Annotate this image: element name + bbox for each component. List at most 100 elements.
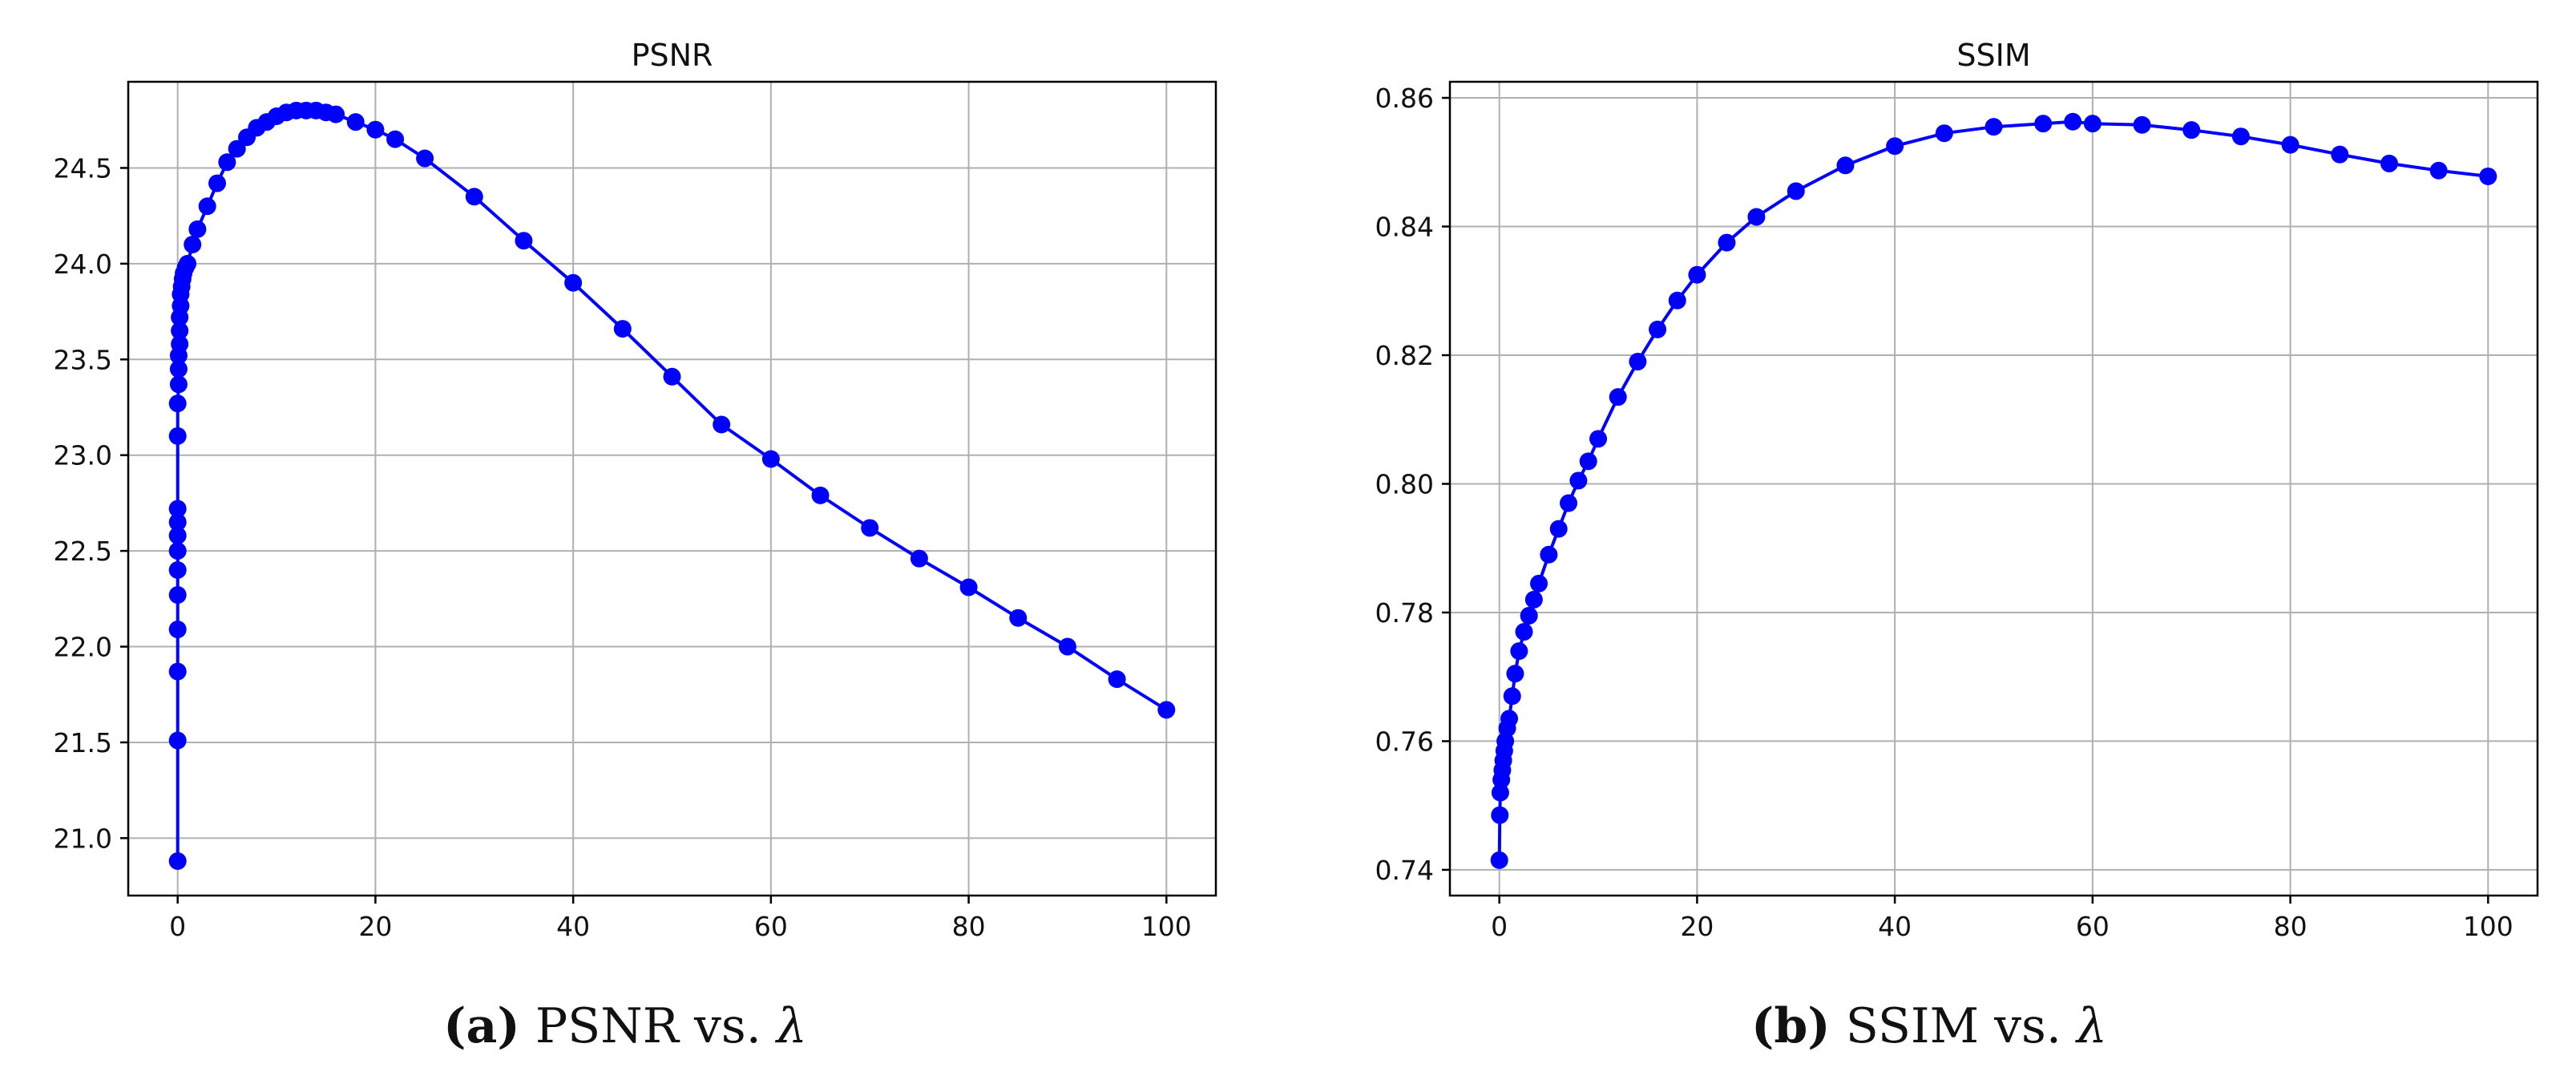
caption-text-a: PSNR vs. bbox=[535, 998, 761, 1054]
data-point bbox=[959, 578, 978, 597]
chart-title: PSNR bbox=[632, 38, 713, 73]
data-point bbox=[1569, 471, 1588, 490]
data-point bbox=[346, 113, 365, 131]
data-point bbox=[1579, 452, 1597, 471]
data-point bbox=[1984, 118, 2003, 136]
data-point bbox=[1491, 806, 1509, 824]
data-point bbox=[1688, 265, 1706, 284]
x-tick-label: 100 bbox=[1141, 911, 1192, 942]
data-point bbox=[168, 662, 187, 681]
plot-frame bbox=[1448, 80, 2539, 897]
data-point bbox=[1515, 623, 1533, 641]
data-point bbox=[366, 120, 385, 139]
data-point bbox=[168, 586, 187, 605]
data-point bbox=[208, 174, 227, 192]
x-tick-label: 40 bbox=[1878, 911, 1912, 942]
x-tick-label: 80 bbox=[952, 911, 986, 942]
data-point bbox=[168, 731, 187, 750]
data-point bbox=[169, 360, 188, 378]
caption-symbol-b: λ bbox=[2076, 998, 2108, 1054]
data-point bbox=[168, 621, 187, 639]
data-point bbox=[1530, 574, 1548, 593]
data-point bbox=[761, 450, 780, 468]
data-point bbox=[168, 427, 187, 445]
chart-title: SSIM bbox=[1956, 38, 2030, 73]
psnr-chart: PSNR 0 20 40 60 80 100 21.0 21.5 22.0 22.5 23.0 23.5… bbox=[54, 38, 1217, 942]
x-tick-label: 20 bbox=[358, 911, 392, 942]
data-point bbox=[228, 140, 246, 158]
data-point bbox=[1589, 430, 1608, 448]
data-point bbox=[168, 527, 187, 545]
data-point bbox=[2064, 112, 2082, 131]
series-markers bbox=[1490, 112, 2497, 869]
data-point bbox=[515, 232, 533, 250]
series-line bbox=[176, 108, 1168, 861]
data-point bbox=[1491, 783, 1509, 802]
y-tick-label: 22.0 bbox=[54, 632, 112, 663]
data-point bbox=[2133, 115, 2151, 134]
data-point bbox=[1500, 710, 1519, 728]
x-tick-label: 80 bbox=[2274, 911, 2307, 942]
data-point bbox=[465, 188, 483, 206]
data-point bbox=[1718, 233, 1736, 252]
data-point bbox=[168, 513, 187, 532]
data-point bbox=[327, 105, 345, 123]
y-tick-label: 0.86 bbox=[1375, 83, 1434, 114]
x-tick-label: 0 bbox=[169, 911, 186, 942]
data-point bbox=[168, 499, 187, 518]
data-point bbox=[1524, 590, 1543, 609]
data-point bbox=[416, 149, 434, 168]
data-point bbox=[910, 549, 928, 568]
x-tick-label: 40 bbox=[556, 911, 590, 942]
data-point bbox=[1935, 124, 1953, 143]
data-point bbox=[2281, 135, 2299, 154]
series-line bbox=[1497, 119, 2489, 860]
ssim-chart: SSIM 0 20 40 60 80 100 0.74 0.76 0.78 0.80 0.82 0.84… bbox=[1375, 38, 2539, 942]
y-tick-label: 24.5 bbox=[54, 152, 112, 184]
y-tick-label: 0.78 bbox=[1375, 597, 1434, 629]
data-point bbox=[171, 335, 189, 354]
data-point bbox=[861, 519, 879, 537]
x-tick-label: 60 bbox=[2076, 911, 2110, 942]
data-point bbox=[564, 273, 583, 292]
data-point bbox=[1506, 665, 1524, 683]
data-point bbox=[1609, 388, 1627, 406]
data-point bbox=[1560, 494, 1578, 512]
data-point bbox=[663, 367, 681, 386]
data-point bbox=[168, 394, 187, 413]
caption-text-b: SSIM vs. bbox=[1845, 998, 2061, 1054]
data-point bbox=[2231, 127, 2250, 146]
grid-lines bbox=[1450, 82, 2538, 896]
data-point bbox=[168, 542, 187, 560]
data-point bbox=[218, 153, 236, 172]
plot-frame bbox=[127, 80, 1217, 897]
y-tick-label: 0.76 bbox=[1375, 726, 1434, 757]
grid-lines bbox=[128, 82, 1216, 896]
data-point bbox=[1009, 609, 1028, 627]
data-point bbox=[1058, 637, 1076, 656]
data-point bbox=[2331, 145, 2349, 164]
y-tick-label: 0.74 bbox=[1375, 855, 1434, 886]
x-tick-label: 60 bbox=[754, 911, 788, 942]
data-point bbox=[1629, 353, 1647, 371]
data-point bbox=[1510, 642, 1528, 661]
series-markers bbox=[168, 101, 1176, 871]
data-point bbox=[1520, 606, 1538, 625]
caption-symbol-a: λ bbox=[776, 998, 807, 1054]
data-point bbox=[1787, 182, 1805, 200]
data-point bbox=[1886, 137, 1904, 156]
y-tick-label: 0.80 bbox=[1375, 468, 1434, 499]
data-point bbox=[1490, 851, 1508, 869]
y-tick-label: 0.82 bbox=[1375, 340, 1434, 371]
data-point bbox=[1503, 687, 1521, 706]
psnr-caption: (a) PSNR vs. λ bbox=[0, 998, 1250, 1054]
data-point bbox=[1836, 156, 1855, 175]
data-point bbox=[179, 254, 197, 273]
data-point bbox=[1747, 208, 1766, 226]
data-point bbox=[386, 130, 405, 148]
data-point bbox=[2182, 121, 2201, 140]
x-tick-label: 100 bbox=[2463, 911, 2513, 942]
data-point bbox=[2083, 115, 2102, 133]
data-point bbox=[168, 852, 187, 871]
y-tick-label: 22.5 bbox=[54, 536, 112, 567]
